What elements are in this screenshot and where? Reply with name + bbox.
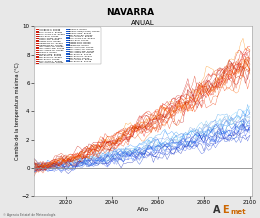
Text: E: E [222,205,229,215]
Text: A: A [213,205,221,215]
X-axis label: Año: Año [137,207,149,212]
Text: met: met [230,209,246,215]
Legend: ACCESS1-0. RCP85, ACCESS1-3. RCP85, BCC-CSM1-1. RCP85, BCC-CSM1-1-M. RCP85, BNU-: ACCESS1-0. RCP85, ACCESS1-3. RCP85, BCC-… [35,27,101,64]
Text: NAVARRA: NAVARRA [106,8,154,17]
Text: © Agencia Estatal de Meteorología: © Agencia Estatal de Meteorología [3,213,55,217]
Y-axis label: Cambio de la temperatura máxima (°C): Cambio de la temperatura máxima (°C) [15,62,20,160]
Title: ANUAL: ANUAL [131,20,155,26]
